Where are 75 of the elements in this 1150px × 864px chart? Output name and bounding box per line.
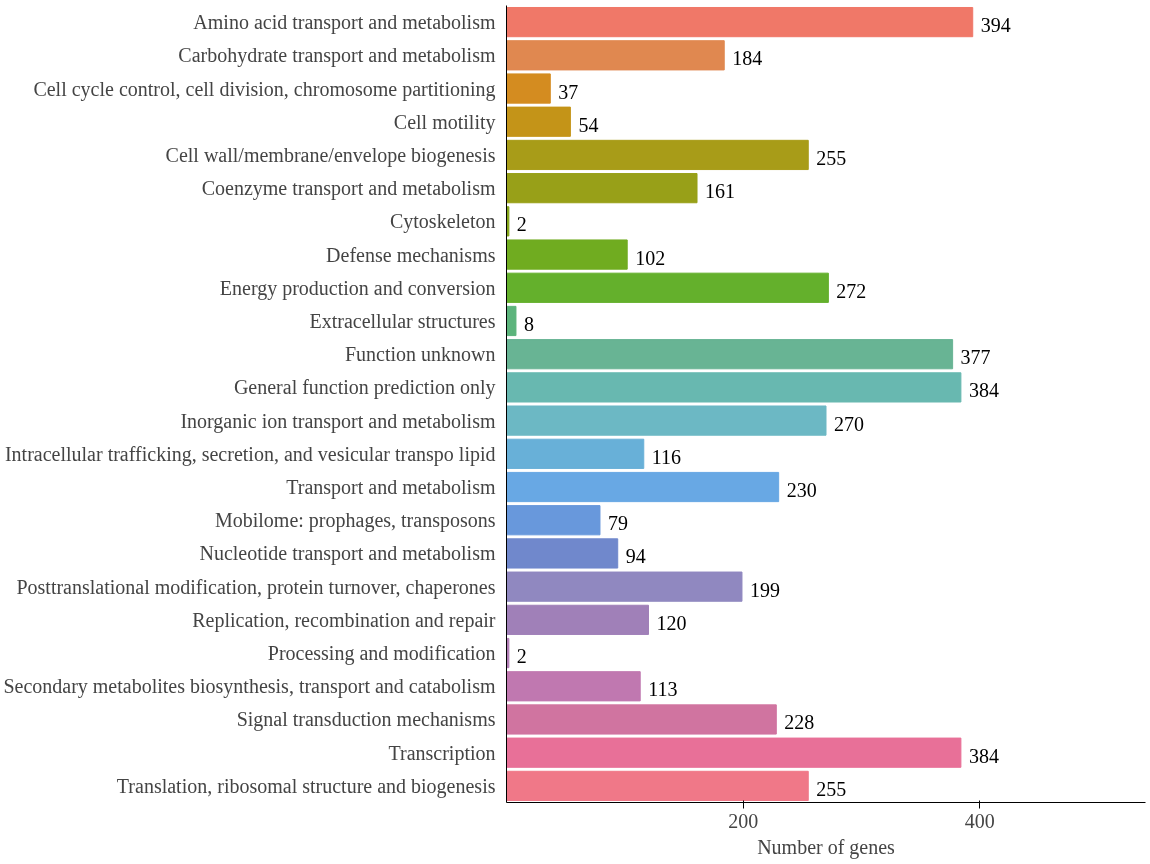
data-label: 270 — [834, 412, 864, 435]
bar — [506, 40, 725, 71]
data-label: 384 — [968, 379, 999, 402]
y-tick-label: Transcription — [388, 741, 496, 765]
x-tick-label: 200 — [728, 809, 759, 832]
bar — [506, 637, 510, 669]
data-label: 377 — [960, 346, 991, 369]
y-tick-label: Energy production and conversion — [219, 276, 496, 300]
y-tick-label: Coenzyme transport and metabolism — [201, 177, 496, 201]
bar — [506, 770, 809, 802]
data-label: 384 — [968, 744, 999, 767]
bar — [506, 372, 962, 403]
data-label: 228 — [784, 711, 815, 734]
data-label: 161 — [705, 180, 736, 203]
y-tick-label: Intracellular trafficking, secretion, and vesicular transpo lipid — [4, 442, 496, 466]
y-tick-label: Translation, ribosomal structure and biogenesis — [116, 774, 496, 798]
bar — [506, 6, 974, 38]
data-label: 8 — [523, 312, 534, 335]
y-tick-label: Posttranslational modification, protein turnover, chaperones — [16, 575, 496, 599]
data-label: 199 — [749, 578, 780, 601]
bar — [506, 405, 827, 436]
y-tick-label: Extracellular structures — [309, 309, 496, 332]
x-tick-label: 400 — [964, 809, 995, 832]
bar — [506, 438, 645, 469]
y-tick-label: General function prediction only — [233, 376, 496, 400]
bar — [506, 206, 510, 237]
y-tick-label: Cell cycle control, cell division, chromosome partitioning — [33, 77, 496, 101]
y-tick-label: Amino acid transport and metabolism — [193, 11, 496, 35]
data-label: 255 — [816, 777, 847, 800]
data-label: 37 — [558, 80, 579, 103]
data-label: 116 — [651, 445, 682, 468]
bar — [506, 471, 780, 503]
bar — [506, 272, 829, 303]
bar — [506, 106, 571, 137]
y-tick-label: Replication, recombination and repair — [192, 608, 496, 632]
data-label: 120 — [656, 611, 687, 634]
data-label: 230 — [786, 479, 817, 502]
y-tick-label: Defense mechanisms — [326, 243, 496, 266]
y-tick-label: Cell motility — [393, 110, 496, 134]
y-tick-label: Carbohydrate transport and metabolism — [178, 44, 496, 68]
data-label: 94 — [625, 545, 646, 568]
bar — [506, 704, 777, 735]
bar — [506, 139, 809, 171]
bar — [506, 339, 954, 370]
bar — [506, 737, 962, 768]
y-tick-label: Inorganic ion transport and metabolism — [180, 409, 496, 433]
data-label: 255 — [816, 146, 847, 169]
y-tick-label: Transport and metabolism — [286, 476, 496, 500]
data-label: 184 — [732, 47, 763, 70]
y-tick-label: Cytoskeleton — [389, 210, 496, 234]
y-tick-label: Processing and modification — [267, 642, 496, 666]
bar — [506, 73, 551, 104]
bar — [506, 305, 517, 337]
data-label: 113 — [648, 678, 678, 701]
bar — [506, 505, 601, 536]
bar — [506, 604, 649, 635]
y-tick-label: Signal transduction mechanisms — [236, 708, 496, 732]
bar — [506, 239, 628, 270]
x-axis-title: Number of genes — [757, 835, 896, 859]
data-label: 2 — [516, 213, 527, 236]
y-tick-label: Mobilome: prophages, transposons — [214, 509, 496, 533]
data-label: 394 — [980, 14, 1011, 37]
data-label: 2 — [516, 645, 527, 668]
y-tick-label: Cell wall/membrane/envelope biogenesis — [165, 143, 496, 167]
data-label: 54 — [578, 113, 599, 136]
data-label: 272 — [836, 279, 867, 302]
y-tick-label: Function unknown — [344, 343, 496, 366]
y-tick-label: Secondary metabolites biosynthesis, transport and catabolism — [3, 675, 496, 699]
bar — [506, 671, 641, 702]
bar — [506, 571, 743, 602]
bar — [506, 173, 698, 204]
data-label: 102 — [635, 246, 666, 269]
data-label: 79 — [607, 512, 628, 535]
bar — [506, 538, 619, 569]
y-tick-label: Nucleotide transport and metabolism — [199, 542, 496, 566]
